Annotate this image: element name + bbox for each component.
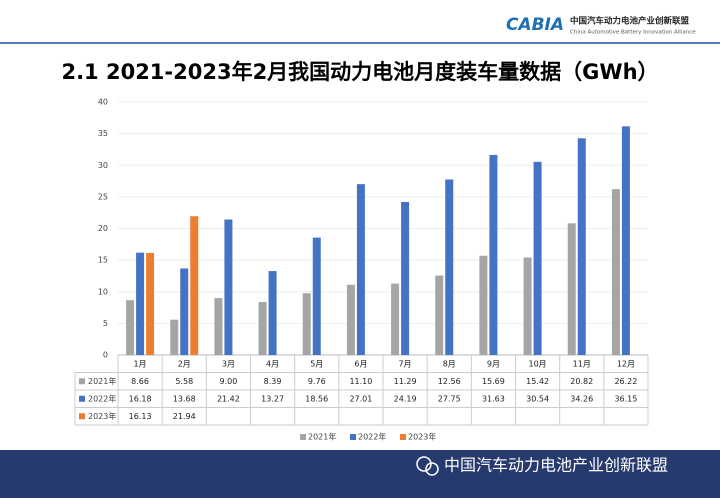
bar — [577, 138, 586, 355]
wechat-icon — [425, 462, 439, 476]
table-cell: 15.69 — [482, 377, 505, 386]
y-tick-label: 40 — [98, 98, 108, 107]
table-cell: 8.66 — [131, 377, 149, 386]
x-tick-label: 8月 — [443, 359, 456, 368]
table-cell: 30.54 — [526, 394, 549, 403]
x-tick-label: 1月 — [134, 359, 147, 368]
bar — [312, 237, 321, 355]
bar — [180, 268, 189, 355]
table-cell: 12.56 — [438, 377, 461, 386]
bar — [435, 275, 444, 355]
y-tick-label: 5 — [103, 319, 108, 328]
legend-label: 2022年 — [358, 432, 386, 442]
bar — [268, 271, 277, 355]
legend-swatch — [79, 413, 85, 420]
x-tick-label: 4月 — [266, 359, 279, 368]
x-tick-label: 10月 — [528, 359, 546, 368]
bar — [126, 300, 135, 355]
table-cell: 16.18 — [129, 394, 152, 403]
x-tick-label: 7月 — [399, 359, 412, 368]
table-cell: 20.82 — [570, 377, 593, 386]
bar — [302, 293, 311, 355]
bar — [224, 219, 233, 355]
bar — [346, 284, 355, 355]
x-tick-label: 5月 — [310, 359, 323, 368]
logo: CABIA — [506, 15, 564, 35]
table-row-label: 2023年 — [88, 411, 116, 421]
bar — [190, 216, 199, 355]
x-tick-label: 2月 — [178, 359, 191, 368]
table-cell: 9.76 — [308, 377, 326, 386]
y-tick-label: 15 — [98, 256, 108, 265]
bar — [214, 298, 223, 355]
legend-swatch — [400, 434, 406, 440]
x-tick-label: 12月 — [617, 359, 635, 368]
table-cell: 13.27 — [261, 394, 284, 403]
bar — [258, 301, 267, 355]
table-cell: 27.75 — [438, 394, 461, 403]
legend-swatch — [300, 434, 306, 440]
bar — [356, 184, 365, 355]
table-cell: 21.94 — [173, 412, 196, 421]
table-cell: 11.10 — [349, 377, 372, 386]
x-tick-label: 3月 — [222, 359, 235, 368]
bar — [523, 257, 532, 355]
table-cell: 11.29 — [394, 377, 417, 386]
bar — [136, 252, 145, 355]
y-tick-label: 25 — [98, 192, 108, 201]
table-cell: 36.15 — [614, 394, 637, 403]
table-cell: 8.39 — [264, 377, 282, 386]
x-tick-label: 6月 — [354, 359, 367, 368]
table-row-label: 2022年 — [88, 393, 116, 403]
table-cell: 21.42 — [217, 394, 240, 403]
y-tick-label: 10 — [98, 287, 108, 296]
legend-swatch — [79, 378, 85, 385]
legend-label: 2023年 — [408, 432, 436, 442]
bar — [489, 154, 498, 355]
table-cell: 24.19 — [394, 394, 417, 403]
x-tick-label: 11月 — [573, 359, 591, 368]
table-row-label: 2021年 — [88, 376, 116, 386]
bar — [621, 126, 630, 355]
legend-swatch — [350, 434, 356, 440]
table-cell: 27.01 — [349, 394, 372, 403]
table-cell: 26.22 — [614, 377, 637, 386]
x-tick-label: 9月 — [487, 359, 500, 368]
bar — [533, 161, 542, 355]
table-cell: 34.26 — [570, 394, 593, 403]
y-tick-label: 20 — [98, 224, 108, 233]
org-name: 中国汽车动力电池产业创新联盟 — [570, 16, 690, 27]
bar — [146, 252, 155, 355]
bar — [479, 255, 488, 355]
table-cell: 9.00 — [220, 377, 238, 386]
table-cell: 13.68 — [173, 394, 196, 403]
table-cell: 16.13 — [129, 412, 152, 421]
bar — [401, 201, 410, 355]
org-name-en: China Automotive Battery Innovation Alli… — [570, 30, 696, 36]
footer-bar — [0, 450, 720, 498]
bar — [611, 189, 620, 355]
table-cell: 15.42 — [526, 377, 549, 386]
y-tick-label: 0 — [103, 351, 108, 360]
chart-title: 2.1 2021-2023年2月我国动力电池月度装车量数据（GWh） — [61, 60, 658, 84]
table-cell: 5.58 — [175, 377, 193, 386]
y-tick-label: 35 — [98, 129, 108, 138]
y-tick-label: 30 — [98, 161, 108, 170]
bar — [170, 319, 179, 355]
wechat-icon — [416, 456, 432, 472]
footer-text: 中国汽车动力电池产业创新联盟 — [444, 456, 668, 475]
bar — [567, 223, 576, 355]
legend-swatch — [79, 395, 85, 402]
bar — [445, 179, 454, 355]
table-cell: 31.63 — [482, 394, 505, 403]
table-cell: 18.56 — [305, 394, 328, 403]
bar — [391, 283, 400, 355]
legend-label: 2021年 — [308, 432, 336, 442]
